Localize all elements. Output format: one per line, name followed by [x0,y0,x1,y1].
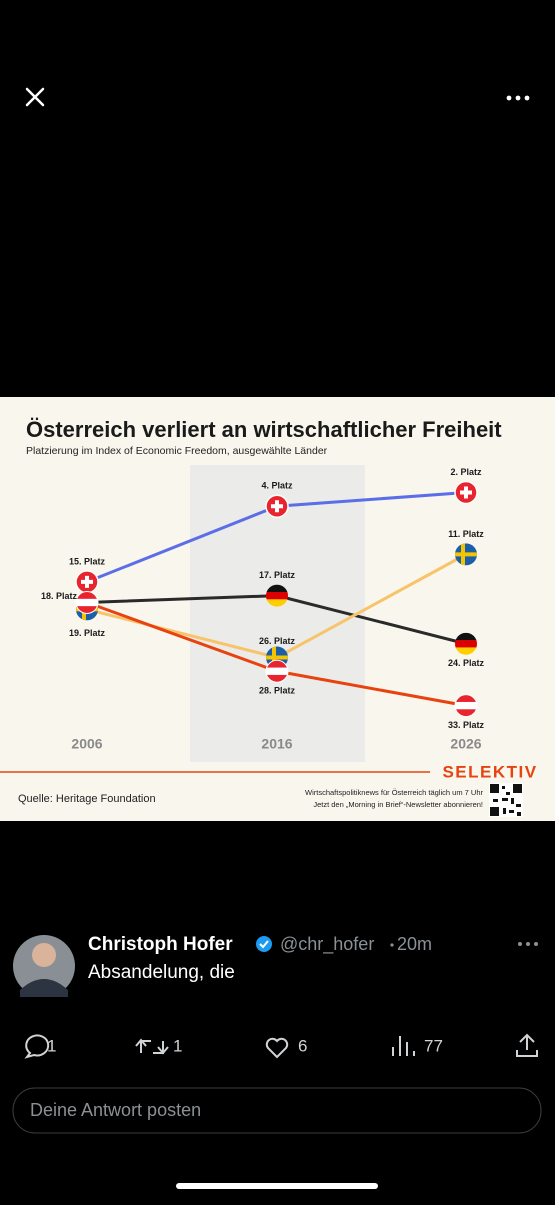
flag-stripe [455,632,477,641]
flag-stripes [76,591,98,614]
post-text: Absandelung, die [88,962,235,983]
flag-stripe [266,584,288,593]
flag-stripe [266,660,288,668]
flag-rim [454,694,478,718]
author[interactable]: Christoph Hofer [88,934,233,955]
value-label: 24. Platz [448,658,485,668]
flag-stripe [266,667,288,676]
verified-badge [256,936,272,952]
point-flag [75,570,99,594]
flag-stripe [76,598,98,607]
point-flag [455,632,477,655]
point-flag [454,694,478,718]
flag-cross [275,500,279,513]
views-icon[interactable] [392,1036,415,1056]
chart-title: Österreich verliert an wirtschaftlicher … [26,417,502,442]
promo-line: Wirtschaftspolitiknews für Österreich tä… [305,788,483,797]
chart-subtitle: Platzierung im Index of Economic Freedom… [26,445,328,457]
flag-stripe [455,701,477,710]
flag-cross [272,646,276,669]
point-flag [455,543,477,566]
flag-cross [266,655,288,660]
reply-placeholder: Deine Antwort posten [30,1100,201,1120]
repost-icon[interactable] [135,1038,169,1055]
reply-icon[interactable] [24,1034,50,1059]
more-button[interactable] [506,95,530,101]
post-menu[interactable] [518,942,538,946]
x-tick-label: 2006 [71,736,102,752]
avatar-face [32,943,56,967]
value-label: 2. Platz [450,467,482,477]
flag-rim [75,591,99,614]
flag-cross [461,543,465,566]
flag-stripe [455,640,477,648]
flag-stripes [266,660,288,683]
reply-count: 1 [47,1036,56,1055]
brand: SELEKTIV [442,762,537,781]
flag-stripes [266,584,288,607]
point-flag [75,591,99,614]
close-button[interactable] [25,87,45,107]
flag-stripe [455,709,477,717]
value-label: 4. Platz [261,481,293,491]
value-label: 11. Platz [448,529,484,539]
verified-check [259,940,269,949]
point-flag [266,584,288,607]
value-label: 33. Platz [448,720,485,730]
flag-stripe [266,674,288,683]
promo-line: Jetzt den „Morning in Brief“-Newsletter … [313,800,483,809]
time: 20m [397,934,432,954]
source: Quelle: Heritage Foundation [18,793,156,805]
like-icon[interactable] [265,1037,289,1059]
value-label: 19. Platz [69,628,106,638]
point-flag [454,480,478,505]
flag-cross [464,486,468,499]
post: Christoph Hofer @chr_hofer 20m Absandelu… [13,934,538,997]
actions: 1 1 6 77 [24,1033,538,1059]
value-label: 18. Platz [41,591,78,601]
like-count: 6 [298,1036,307,1055]
flag-stripes [455,632,477,655]
avatar-body [20,979,68,997]
chart-image: Österreich verliert an wirtschaftlicher … [0,397,555,821]
flag-stripe [266,591,288,600]
flag-cross [85,575,89,588]
flag-stripes [455,694,477,717]
reply-box[interactable] [12,1087,542,1134]
value-label: 28. Platz [259,686,296,696]
repost-count: 1 [173,1036,182,1055]
flag-cross [455,552,477,557]
share-icon[interactable] [516,1033,538,1057]
flag-stripe [455,647,477,655]
view-count: 77 [424,1036,443,1055]
point-flag [265,494,289,518]
value-label: 26. Platz [259,636,296,646]
x-tick-label: 2026 [450,736,481,752]
flag-stripes [455,543,477,566]
qr-code [489,783,523,817]
flag-stripe [76,606,98,614]
flag-rim [265,659,289,683]
x-tick-label: 2016 [261,736,292,752]
value-label: 17. Platz [259,570,296,580]
flag-stripe [76,591,98,600]
handle[interactable]: @chr_hofer [280,934,374,955]
separator [390,943,394,947]
home-indicator [176,1183,378,1189]
value-label: 15. Platz [69,556,106,566]
flag-stripe [266,599,288,607]
flag-stripe [455,694,477,703]
point-flag [265,659,289,683]
